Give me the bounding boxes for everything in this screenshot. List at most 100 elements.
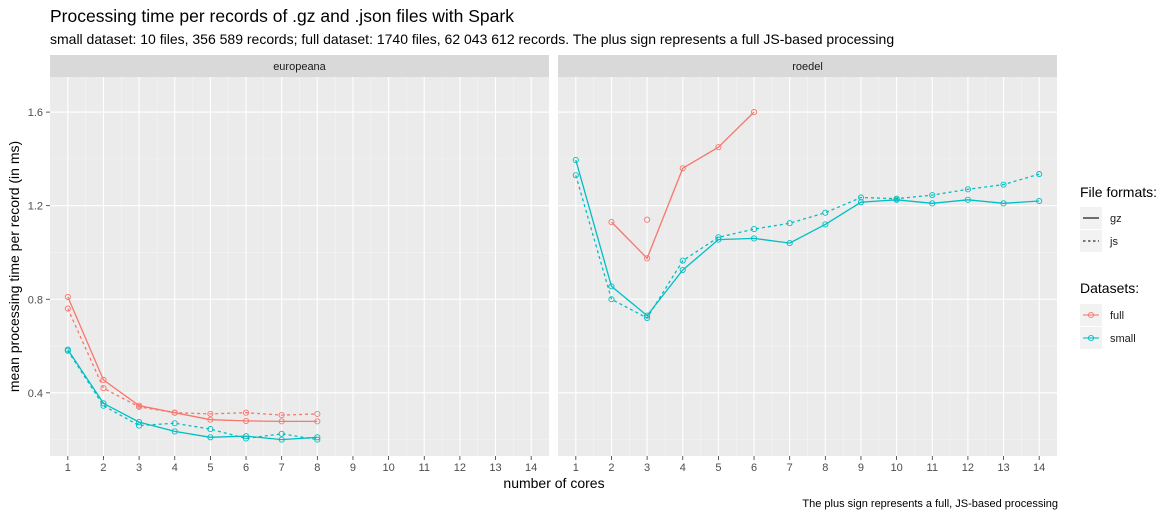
data-point-small-gz <box>608 283 615 290</box>
data-point-small-js <box>572 172 579 179</box>
data-point-small-js <box>644 314 651 322</box>
data-point-small-gz <box>679 266 686 274</box>
data-point-small-gz <box>857 199 865 206</box>
x-tick-label: 14 <box>1033 462 1045 474</box>
data-point-small-js <box>171 420 178 427</box>
legend-label: gz <box>1110 213 1122 225</box>
x-tick-label: 6 <box>243 462 249 474</box>
data-point-full-gz <box>64 293 71 300</box>
x-tick-label: 2 <box>608 462 614 474</box>
x-tick-label: 9 <box>350 462 356 474</box>
data-point-full-js <box>100 385 107 392</box>
x-tick-label: 7 <box>279 462 285 474</box>
data-point-full-gz <box>207 416 214 423</box>
data-point-small-js <box>314 436 321 443</box>
data-point-small-js <box>1000 181 1007 188</box>
x-tick-label: 9 <box>858 462 864 474</box>
data-point-full-js <box>314 410 321 417</box>
legend-file-formats: File formats: gz js <box>1080 184 1157 252</box>
legend-title: Datasets: <box>1080 280 1139 296</box>
data-point-small-js <box>64 347 71 354</box>
x-tick-label: 14 <box>525 462 537 474</box>
data-point-small-js <box>929 192 936 199</box>
legend-key <box>1080 230 1102 252</box>
y-tick-label: 1.6 <box>28 107 43 119</box>
x-tick-label: 3 <box>644 462 650 474</box>
data-point-full-js <box>136 403 143 410</box>
x-tick-label: 10 <box>890 462 902 474</box>
chart-caption: The plus sign represents a full, JS-base… <box>802 498 1058 510</box>
x-tick-label: 7 <box>787 462 793 474</box>
x-tick-label: 1 <box>573 462 579 474</box>
data-point-small-gz <box>750 235 758 242</box>
data-point-small-js <box>786 220 793 227</box>
series-line-full-js <box>67 308 318 416</box>
data-point-small-gz <box>207 434 214 441</box>
data-point-small-gz <box>171 428 178 435</box>
y-axis-label: mean processing time per record (in ms) <box>6 141 22 392</box>
data-point-small-js <box>136 422 143 429</box>
data-point-small-gz <box>278 436 285 443</box>
data-point-small-js <box>964 186 971 193</box>
data-point-small-gz <box>136 419 143 426</box>
data-point-small-js <box>1036 171 1043 178</box>
x-tick-label: 13 <box>997 462 1009 474</box>
data-point-small-gz <box>242 433 250 440</box>
legend-datasets: Datasets: full small <box>1080 280 1139 349</box>
data-point-small-js <box>822 209 829 216</box>
data-point-small-js <box>608 296 615 303</box>
data-point-full-gz <box>679 165 686 172</box>
data-point-full-gz <box>608 218 615 226</box>
data-point-full-gz <box>314 418 321 425</box>
data-point-small-gz <box>100 400 107 407</box>
series-line-full-gz <box>611 111 755 260</box>
legend-label: small <box>1110 333 1136 345</box>
series-line-small-js <box>67 350 318 441</box>
data-point-small-gz <box>822 221 829 228</box>
data-point-full-js <box>278 412 285 419</box>
data-point-small-js <box>857 194 865 201</box>
data-point-full-gz <box>242 417 250 424</box>
x-tick-label: 6 <box>751 462 757 474</box>
x-tick-label: 12 <box>454 462 466 474</box>
data-point-full-js <box>242 409 250 416</box>
data-point-small-js <box>750 226 758 233</box>
data-point-full-js <box>64 305 71 312</box>
data-point-small-gz <box>786 240 793 247</box>
data-point-small-js <box>100 402 107 409</box>
x-tick-label: 5 <box>715 462 721 474</box>
data-point-full-gz <box>644 255 651 262</box>
x-tick-label: 8 <box>314 462 320 474</box>
data-point-full-gz <box>100 376 107 384</box>
data-point-small-gz <box>929 200 936 207</box>
x-axis-label: number of cores <box>503 475 604 491</box>
data-point-full-gz <box>278 418 285 425</box>
series-line-small-gz <box>67 349 318 441</box>
x-tick-label: 11 <box>927 462 938 474</box>
data-point-small-gz <box>1000 200 1007 207</box>
y-tick-label: 0.4 <box>28 388 43 400</box>
data-point-small-gz <box>1036 197 1043 205</box>
x-tick-label: 3 <box>136 462 142 474</box>
x-tick-label: 13 <box>489 462 501 474</box>
data-point-small-js <box>242 435 250 442</box>
data-point-small-js <box>278 430 285 437</box>
data-point-full-js <box>644 216 651 223</box>
data-point-small-js <box>893 195 900 202</box>
legend-label: full <box>1110 310 1124 322</box>
data-point-small-js <box>207 426 214 433</box>
facet-label: europeana <box>273 61 326 73</box>
data-point-full-gz <box>715 144 722 151</box>
data-point-small-js <box>715 234 722 241</box>
legend-label: js <box>1109 236 1118 248</box>
data-point-full-js <box>171 409 178 416</box>
x-tick-label: 2 <box>100 462 106 474</box>
x-tick-label: 4 <box>172 462 178 474</box>
y-tick-label: 0.8 <box>28 294 43 306</box>
chart-title: Processing time per records of .gz and .… <box>50 6 514 26</box>
x-tick-label: 12 <box>962 462 974 474</box>
